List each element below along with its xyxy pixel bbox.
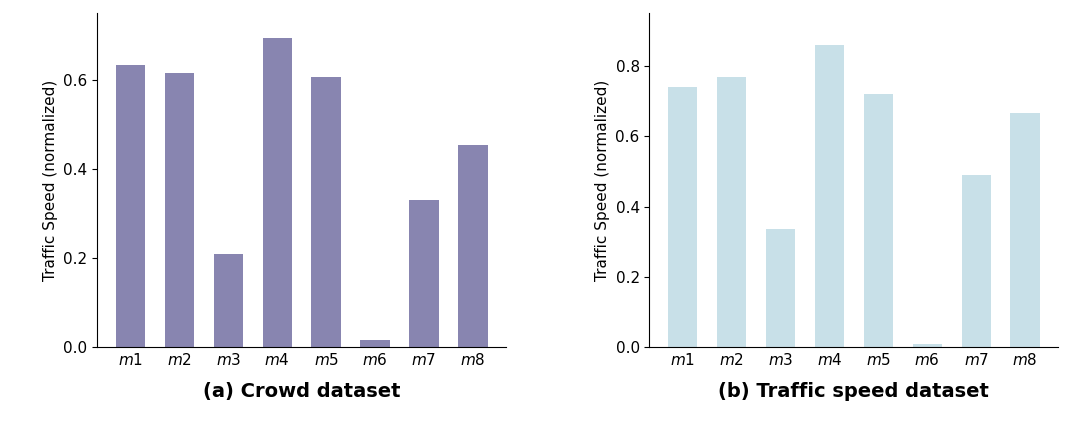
Y-axis label: Traffic Speed (normalized): Traffic Speed (normalized) (43, 80, 57, 281)
Bar (864, 94, 893, 347)
Bar (667, 87, 698, 347)
Bar (766, 230, 795, 347)
Bar (961, 175, 990, 347)
Bar (361, 340, 390, 347)
Bar (214, 254, 243, 347)
Bar (913, 344, 942, 347)
Bar (116, 65, 145, 347)
Y-axis label: Traffic Speed (normalized): Traffic Speed (normalized) (595, 80, 610, 281)
Bar (165, 73, 194, 347)
Bar (717, 77, 746, 347)
Bar (311, 77, 341, 347)
Bar (409, 200, 438, 347)
X-axis label: (a) Crowd dataset: (a) Crowd dataset (203, 382, 401, 401)
Bar (458, 145, 488, 347)
Bar (262, 38, 292, 347)
X-axis label: (b) Traffic speed dataset: (b) Traffic speed dataset (718, 382, 989, 401)
Bar (814, 45, 845, 347)
Bar (1011, 113, 1040, 347)
